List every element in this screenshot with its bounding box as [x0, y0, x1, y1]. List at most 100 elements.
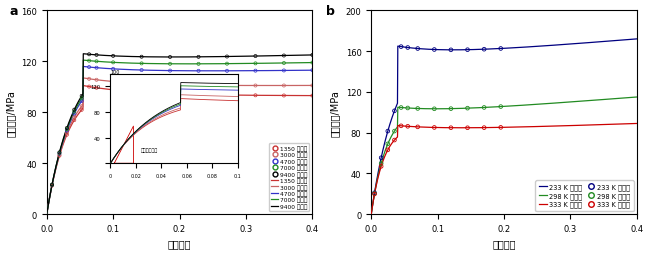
- Point: [55, 152, 65, 156]
- Point: [446, 49, 456, 53]
- Point: [92, 54, 102, 58]
- Point: [136, 62, 147, 66]
- Point: [136, 55, 147, 59]
- Point: [429, 107, 439, 112]
- Point: [222, 62, 232, 67]
- Point: [165, 92, 175, 96]
- Point: [84, 77, 94, 82]
- Point: [165, 83, 175, 87]
- Text: a: a: [10, 5, 18, 18]
- Point: [369, 192, 380, 196]
- Point: [136, 91, 147, 95]
- Point: [62, 126, 72, 131]
- Point: [92, 78, 102, 83]
- Point: [278, 69, 289, 73]
- Point: [307, 54, 317, 58]
- Point: [84, 53, 94, 57]
- Point: [77, 100, 87, 104]
- Point: [278, 62, 289, 66]
- Point: [136, 69, 147, 73]
- Legend: 1350 实验值, 3000 实验值, 4700 实验值, 7000 实验值, 9400 实验值, 1350 实验值, 3000 实验值, 4700 实验值, : 1350 实验值, 3000 实验值, 4700 实验值, 7000 实验值, …: [269, 143, 310, 211]
- Point: [47, 183, 57, 187]
- Point: [413, 125, 423, 129]
- Point: [479, 106, 489, 110]
- Point: [165, 56, 175, 60]
- Point: [402, 125, 413, 129]
- Point: [47, 183, 57, 187]
- Point: [278, 84, 289, 88]
- Text: b: b: [326, 5, 335, 18]
- Point: [369, 192, 380, 196]
- Point: [108, 61, 118, 65]
- Point: [429, 48, 439, 52]
- Point: [496, 105, 506, 109]
- Point: [222, 55, 232, 59]
- Point: [383, 130, 393, 134]
- Point: [84, 59, 94, 64]
- Point: [251, 62, 261, 66]
- Legend: 233 K 计算值, 298 K 计算值, 333 K 计算值, 233 K 实验值, 298 K 实验值, 333 K 实验值: 233 K 计算值, 298 K 计算值, 333 K 计算值, 233 K 实…: [535, 181, 633, 211]
- Point: [62, 133, 72, 137]
- Point: [193, 62, 204, 67]
- Point: [383, 148, 393, 152]
- Point: [92, 86, 102, 90]
- Point: [251, 69, 261, 73]
- Point: [278, 54, 289, 58]
- Point: [92, 60, 102, 64]
- Point: [402, 106, 413, 110]
- Point: [77, 105, 87, 109]
- Point: [84, 85, 94, 89]
- Point: [307, 94, 317, 98]
- Point: [62, 129, 72, 133]
- Point: [396, 106, 406, 110]
- Point: [84, 66, 94, 70]
- Point: [62, 128, 72, 132]
- Y-axis label: 真实应力/MPa: 真实应力/MPa: [6, 89, 16, 136]
- Point: [77, 94, 87, 99]
- Point: [496, 47, 506, 51]
- Point: [462, 107, 472, 111]
- Point: [479, 126, 489, 130]
- Point: [47, 183, 57, 187]
- Point: [92, 66, 102, 70]
- Point: [376, 162, 386, 166]
- Point: [193, 84, 204, 88]
- Point: [396, 124, 406, 128]
- Point: [47, 184, 57, 188]
- Point: [251, 84, 261, 88]
- Point: [136, 82, 147, 86]
- Point: [222, 84, 232, 88]
- Point: [462, 49, 472, 53]
- Point: [413, 107, 423, 111]
- Point: [77, 97, 87, 101]
- Point: [446, 107, 456, 111]
- Point: [307, 61, 317, 65]
- Point: [376, 156, 386, 160]
- Point: [479, 48, 489, 52]
- Point: [446, 126, 456, 130]
- Point: [389, 130, 400, 134]
- Point: [69, 108, 79, 112]
- Point: [165, 62, 175, 67]
- Point: [55, 154, 65, 158]
- Point: [47, 183, 57, 187]
- X-axis label: 真实应变: 真实应变: [493, 239, 516, 248]
- Point: [108, 68, 118, 72]
- Point: [108, 55, 118, 59]
- Point: [193, 93, 204, 97]
- Point: [55, 153, 65, 157]
- Point: [307, 69, 317, 73]
- Point: [383, 142, 393, 146]
- Point: [62, 131, 72, 135]
- Point: [69, 112, 79, 116]
- Point: [108, 80, 118, 84]
- Point: [389, 138, 400, 142]
- Point: [389, 109, 400, 113]
- Point: [369, 191, 380, 195]
- Point: [69, 119, 79, 123]
- Point: [77, 108, 87, 113]
- Point: [55, 151, 65, 155]
- Point: [402, 46, 413, 50]
- Point: [413, 47, 423, 51]
- Point: [55, 151, 65, 155]
